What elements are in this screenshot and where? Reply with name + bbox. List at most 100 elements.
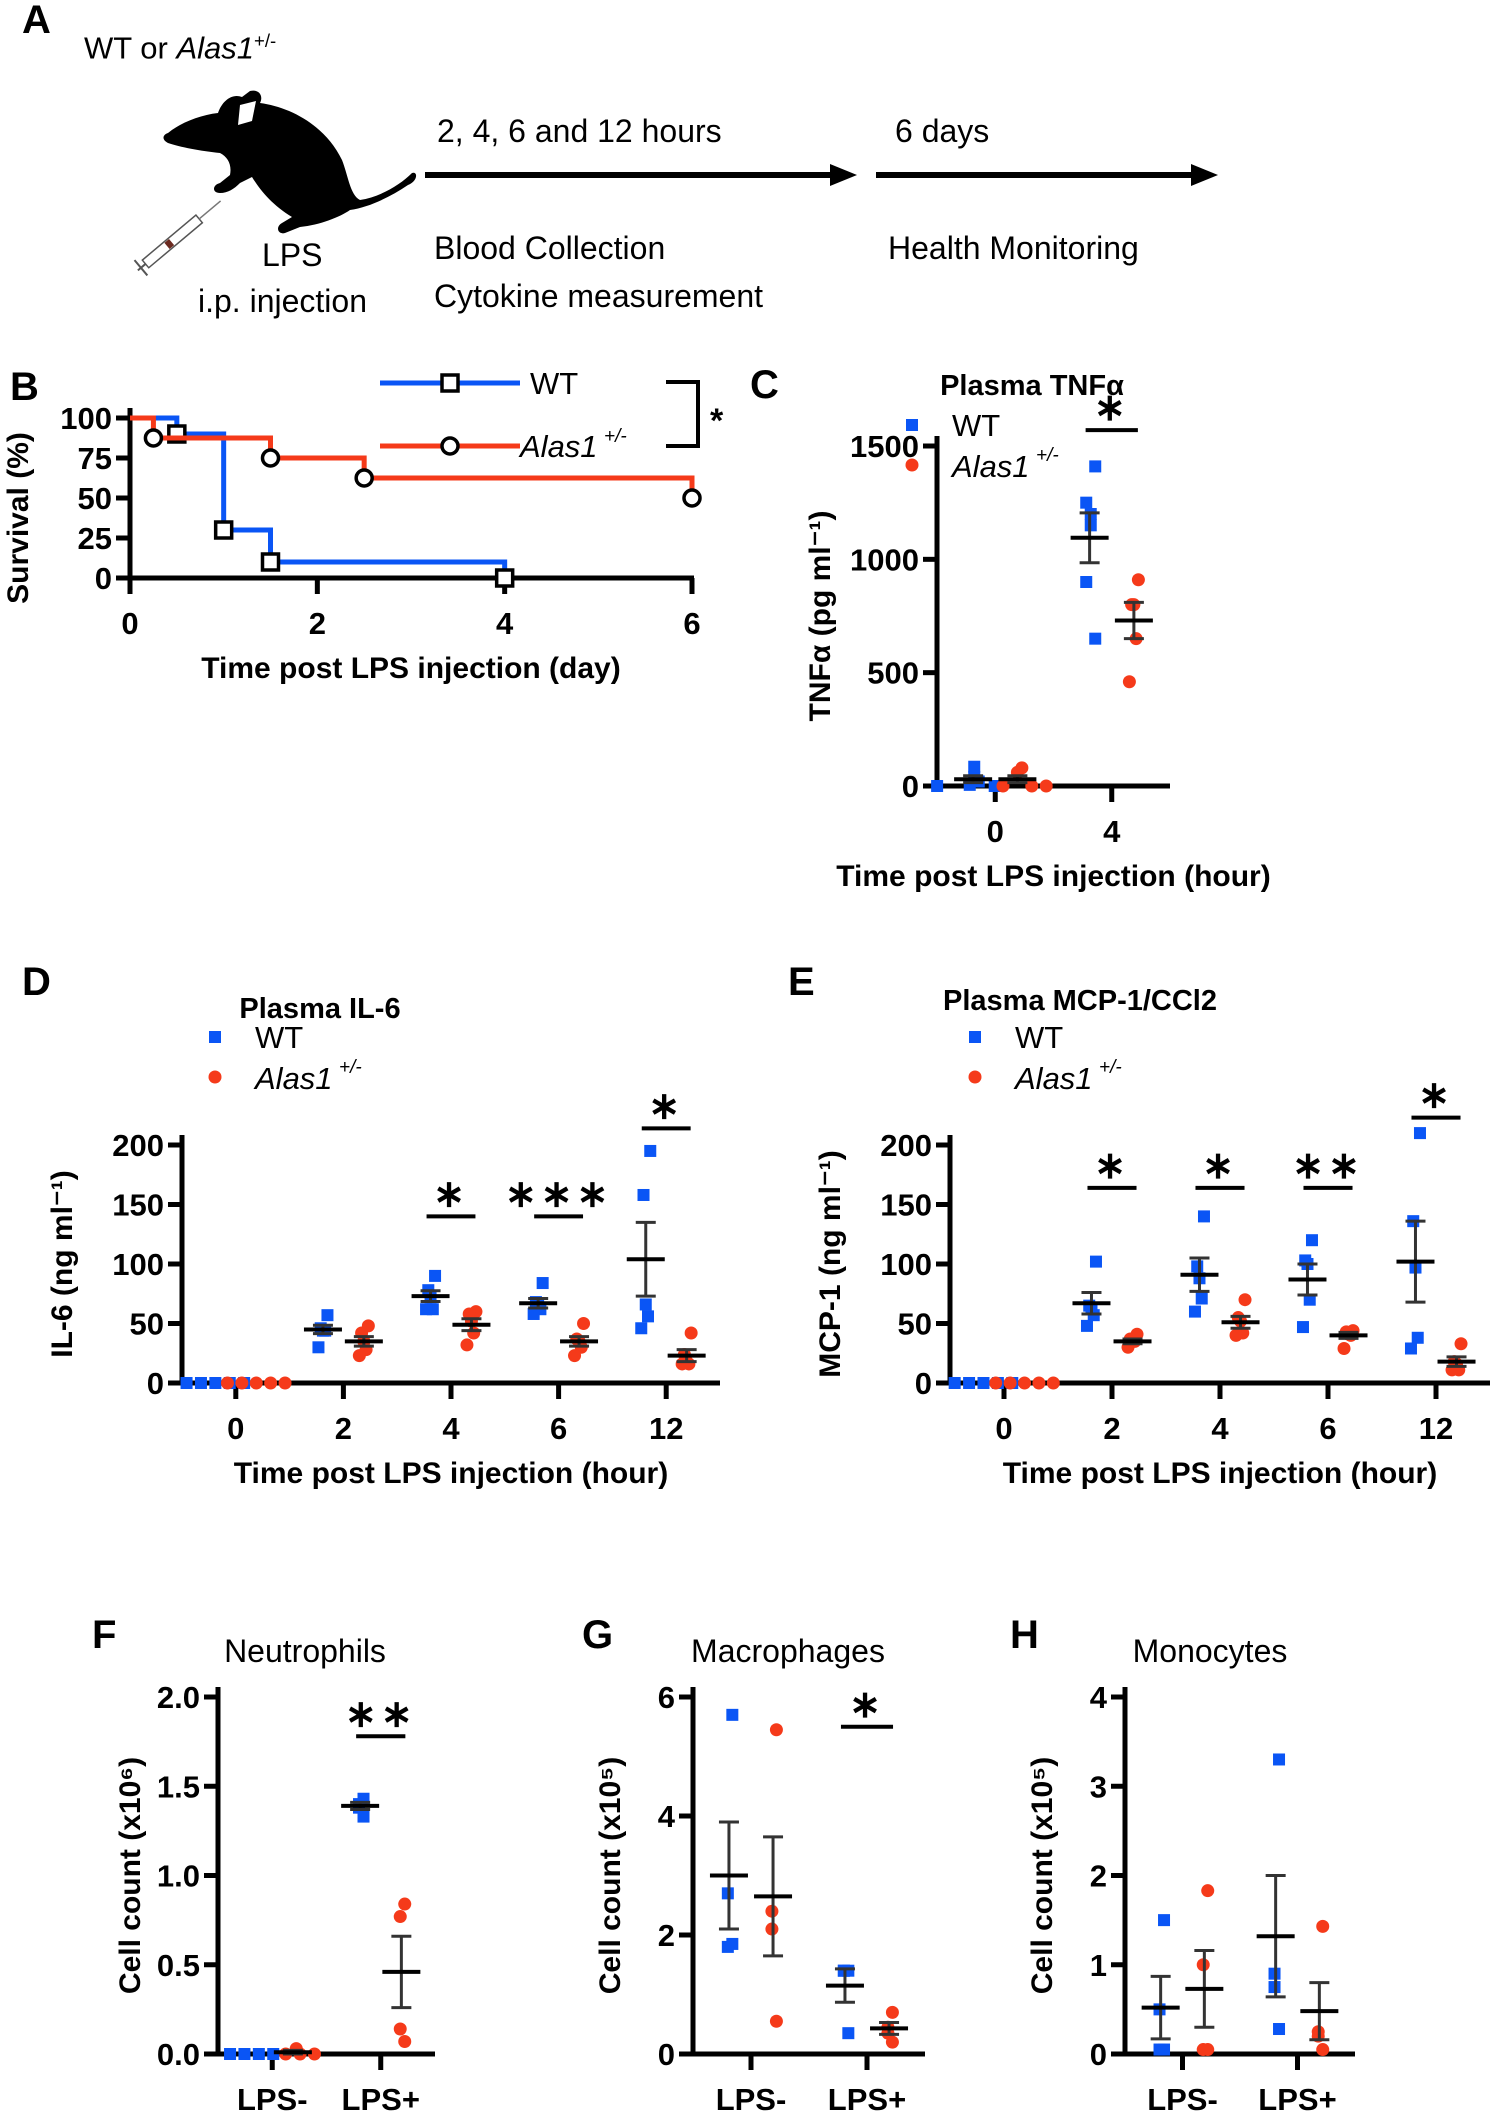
x-tick-label: 2 — [1103, 1411, 1120, 1446]
legend-label-alas1: Alas1 — [1013, 1061, 1093, 1096]
y-tick-label: 200 — [880, 1128, 932, 1163]
data-point-wt — [1273, 1753, 1286, 1766]
data-point-wt — [635, 1322, 648, 1335]
data-point-alas1 — [393, 2022, 407, 2036]
data-point-alas1 — [352, 1349, 366, 1363]
data-point-alas1 — [1238, 1293, 1252, 1307]
chart-title: Plasma MCP-1/CCl2 — [943, 985, 1217, 1017]
y-tick-label: 100 — [60, 401, 112, 436]
chart-title: Plasma TNFα — [940, 370, 1124, 402]
legend-marker-circle — [440, 436, 460, 456]
data-point-wt — [644, 1144, 657, 1157]
survival-marker-wt — [494, 568, 515, 588]
significance-label: ∗ — [1094, 387, 1130, 429]
y-tick-label: 500 — [867, 656, 919, 691]
data-point-wt — [948, 1377, 961, 1389]
x-tick-label: LPS- — [716, 2082, 787, 2117]
step1-time-label: 2, 4, 6 and 12 hours — [437, 113, 722, 149]
y-tick-label: 150 — [112, 1188, 164, 1223]
data-point-alas1 — [1454, 1337, 1468, 1351]
chart-d-il6: D 0 50 100 150 200 0 2 4 6 12 Time post LPS injecti… — [22, 960, 720, 1490]
data-point-alas1 — [769, 1723, 783, 1737]
y-tick-label: 1.0 — [157, 1859, 200, 1894]
data-point-wt — [1273, 2023, 1286, 2036]
data-point-alas1 — [1122, 675, 1136, 689]
data-point-alas1 — [249, 1376, 263, 1390]
legend-label-alas1: Alas1 — [518, 429, 598, 464]
data-point-wt — [357, 1810, 370, 1823]
y-tick-label: 0.0 — [157, 2037, 200, 2072]
chart-f-neutrophils: F 0.0 0.5 1.0 1.5 2.0 LPS- LPS+ Cell count (x10⁶… — [92, 1613, 435, 2117]
significance-label: ∗∗∗ — [505, 1173, 613, 1215]
data-point-wt — [527, 1307, 540, 1320]
data-point-wt — [209, 1377, 222, 1389]
data-point-alas1 — [1032, 1376, 1046, 1390]
data-point-alas1 — [278, 1376, 292, 1390]
timeline-arrow-2 — [876, 164, 1218, 186]
x-tick-label: 6 — [1319, 1411, 1336, 1446]
panel-letter: B — [10, 365, 39, 409]
y-tick-label: 2 — [658, 1918, 675, 1953]
data-point-alas1 — [460, 1338, 474, 1352]
data-point-wt — [420, 1303, 433, 1316]
y-tick-label: 150 — [880, 1188, 932, 1223]
y-axis-label: MCP-1 (ng ml⁻¹) — [814, 1150, 847, 1377]
legend-marker-square — [440, 373, 460, 393]
survival-marker-wt — [213, 520, 234, 540]
data-point-wt — [977, 1377, 990, 1389]
data-point-alas1 — [1229, 1328, 1243, 1342]
data-point-wt — [1296, 1321, 1309, 1334]
chart-title: Neutrophils — [224, 1633, 386, 1669]
survival-marker-alas1 — [354, 468, 374, 488]
data-point-wt — [312, 1341, 325, 1354]
x-tick-label: LPS- — [1147, 2082, 1218, 2117]
legend-label-alas1: Alas1 — [950, 449, 1030, 484]
y-tick-label: 100 — [112, 1247, 164, 1282]
x-tick-label: 0 — [987, 814, 1004, 849]
x-tick-label: 12 — [1419, 1411, 1453, 1446]
data-point-alas1 — [1201, 2043, 1215, 2057]
data-point-alas1 — [398, 1897, 412, 1911]
y-tick-label: 0 — [658, 2037, 675, 2072]
significance-bracket — [666, 380, 700, 448]
data-point-wt — [194, 1377, 207, 1389]
legend-label-wt: WT — [1015, 1020, 1063, 1055]
y-tick-label: 1 — [1090, 1948, 1107, 1983]
data-point-wt — [1197, 1210, 1210, 1223]
step1-label-line1: Blood Collection — [434, 230, 666, 266]
x-tick-label: 6 — [683, 606, 700, 641]
data-point-wt — [238, 2048, 251, 2060]
genotype-label: WT or Alas1+/- — [84, 30, 276, 66]
data-point-wt — [842, 2027, 855, 2040]
x-axis-label: Time post LPS injection (hour) — [234, 1457, 668, 1490]
significance-label: ∗ — [648, 1085, 684, 1127]
data-point-alas1 — [398, 2035, 412, 2049]
significance-label: ∗ — [1094, 1145, 1130, 1187]
syringe-icon — [133, 200, 222, 277]
mouse-icon — [163, 90, 417, 234]
data-point-wt — [1080, 1319, 1093, 1332]
y-tick-label: 4 — [658, 1799, 676, 1834]
x-tick-label: 0 — [995, 1411, 1012, 1446]
data-point-alas1 — [1316, 1919, 1330, 1933]
data-point-wt — [1411, 1331, 1424, 1344]
y-tick-label: 2.0 — [157, 1680, 200, 1715]
data-point-wt — [1080, 576, 1093, 588]
y-tick-label: 50 — [130, 1307, 164, 1342]
x-tick-label: 4 — [442, 1411, 460, 1446]
data-point-alas1 — [1039, 779, 1053, 793]
data-point-alas1 — [220, 1376, 234, 1390]
chart-c-tnfa: C 0 500 1000 1500 0 4 Time post LPS injection (… — [750, 363, 1271, 893]
legend-label-alas1: Alas1 — [253, 1061, 333, 1096]
survival-marker-alas1 — [143, 428, 164, 448]
y-axis-label: TNFα (pg ml⁻¹) — [804, 511, 837, 722]
timeline-arrow-1 — [425, 164, 857, 186]
data-point-wt — [726, 1708, 739, 1721]
x-tick-label: 12 — [649, 1411, 683, 1446]
data-point-wt — [1191, 1260, 1204, 1273]
y-tick-label: 50 — [78, 481, 112, 516]
y-tick-label: 1500 — [850, 429, 919, 464]
data-point-alas1 — [1131, 573, 1145, 587]
y-tick-label: 75 — [78, 441, 112, 476]
data-point-wt — [536, 1277, 549, 1290]
